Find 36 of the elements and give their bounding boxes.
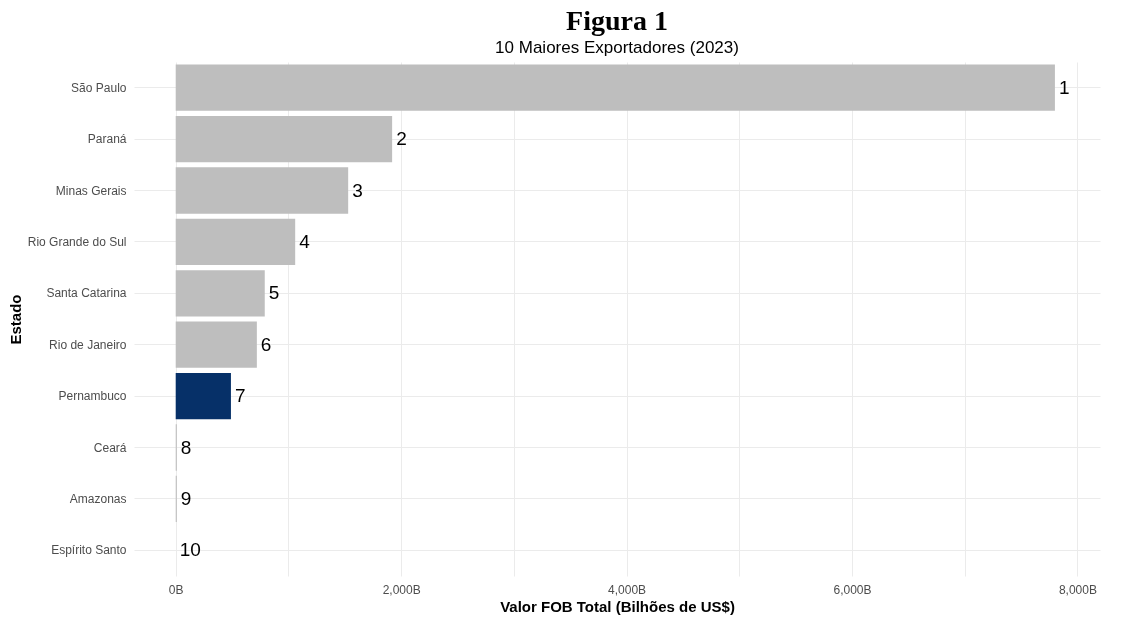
bar bbox=[175, 167, 349, 214]
bar bbox=[175, 270, 265, 317]
x-tick-label: 0B bbox=[168, 582, 184, 597]
x-tick-label: 6,000B bbox=[833, 582, 872, 597]
y-tick-label: Rio Grande do Sul bbox=[27, 234, 127, 249]
bar bbox=[175, 218, 296, 266]
annotation: 2 bbox=[396, 128, 407, 150]
y-tick-label: Santa Catarina bbox=[46, 286, 127, 301]
x-tick-label: 8,000B bbox=[1058, 582, 1097, 597]
bar bbox=[175, 115, 393, 163]
y-tick-label: Amazonas bbox=[69, 491, 127, 506]
annotation: 9 bbox=[180, 487, 192, 509]
y-tick-label: Rio de Janeiro bbox=[49, 337, 127, 352]
y-tick-label: Pernambuco bbox=[58, 389, 127, 404]
chart-subtitle: 10 Maiores Exportadores (2023) bbox=[495, 38, 739, 57]
chart-title: Figura 1 bbox=[566, 5, 668, 36]
y-tick-label: São Paulo bbox=[71, 80, 127, 95]
bar bbox=[175, 321, 257, 368]
x-axis-title: Valor FOB Total (Bilhões de US$) bbox=[500, 597, 735, 615]
bar bbox=[175, 64, 1055, 111]
annotation: 8 bbox=[180, 436, 192, 458]
annotation: 6 bbox=[260, 333, 272, 355]
annotation: 5 bbox=[268, 282, 280, 304]
annotation: 1 bbox=[1058, 76, 1070, 98]
annotation: 10 bbox=[179, 539, 201, 561]
y-tick-label: Minas Gerais bbox=[55, 183, 127, 198]
x-tick-label: 2,000B bbox=[382, 582, 421, 597]
y-tick-label: Espírito Santo bbox=[51, 543, 127, 558]
annotation: 4 bbox=[299, 230, 311, 252]
annotation: 3 bbox=[352, 179, 363, 201]
x-tick-label: 4,000B bbox=[608, 582, 647, 597]
y-axis-title: Estado bbox=[6, 294, 24, 345]
annotation: 7 bbox=[234, 385, 246, 407]
y-tick-label: Paraná bbox=[87, 132, 127, 147]
bar bbox=[175, 372, 231, 420]
y-tick-label: Ceará bbox=[93, 440, 127, 455]
